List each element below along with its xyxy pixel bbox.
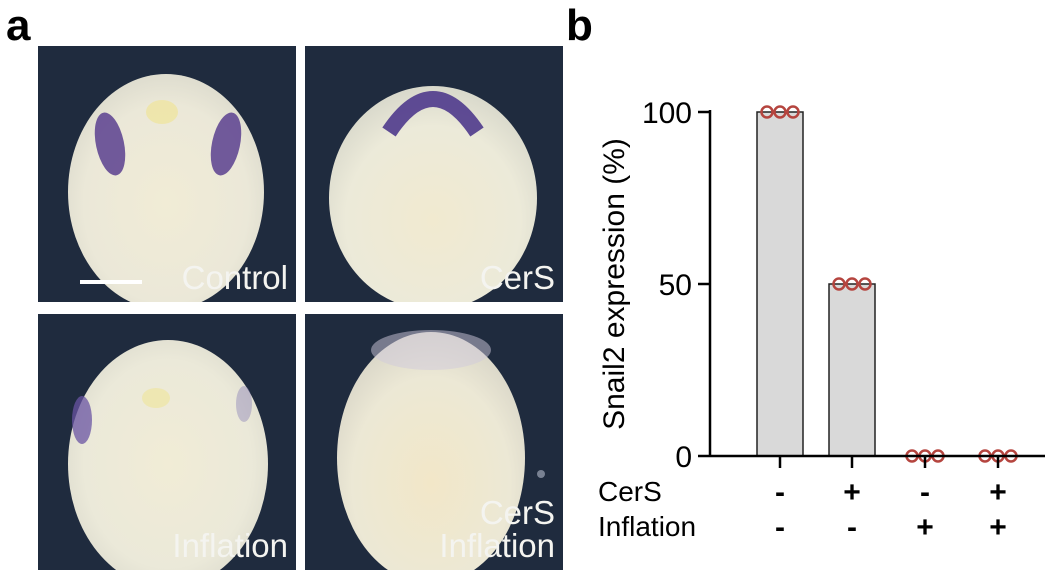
condition-sign: - <box>920 476 930 509</box>
condition-sign: + <box>989 476 1007 509</box>
scale-bar <box>80 280 142 284</box>
y-tick-label: 50 <box>659 269 692 302</box>
y-tick-label: 0 <box>675 441 692 474</box>
condition-sign: + <box>916 511 934 544</box>
embryo-image <box>68 74 264 302</box>
embryo-photo-cers: CerS <box>305 46 563 302</box>
panel-letter-b: b <box>566 1 593 50</box>
embryo-image <box>68 340 268 570</box>
embryo-image <box>329 86 537 302</box>
bar-chart: 0 50 100 Snail2 expression (%) <box>598 97 1045 474</box>
embryo-photo-inflation: Inflation <box>38 314 296 570</box>
data-point <box>760 105 774 119</box>
data-point <box>858 277 872 291</box>
panel-letter-a: a <box>6 1 31 50</box>
y-tick-label: 100 <box>642 97 692 130</box>
photo-label-line: Inflation <box>172 527 288 564</box>
condition-sign: + <box>989 511 1007 544</box>
condition-sign: - <box>847 511 857 544</box>
data-point <box>773 105 787 119</box>
photo-label-line: CerS <box>479 259 555 296</box>
condition-sign: - <box>775 511 785 544</box>
condition-sign: - <box>775 476 785 509</box>
photo-label-line: Control <box>181 259 288 296</box>
photo-label: Control <box>182 261 288 294</box>
photo-label: CerS Inflation <box>439 496 555 562</box>
photo-label-line: Inflation <box>439 527 555 564</box>
condition-row-label: CerS <box>598 476 662 507</box>
photo-label-line: CerS <box>479 494 555 531</box>
embryo-photo-control: Control <box>38 46 296 302</box>
data-point <box>786 105 800 119</box>
condition-row-label: Inflation <box>598 511 697 542</box>
data-point <box>845 277 859 291</box>
bar <box>756 111 804 457</box>
y-axis-label: Snail2 expression (%) <box>598 138 631 430</box>
data-point <box>832 277 846 291</box>
embryo-image <box>337 330 545 570</box>
bar <box>828 283 876 457</box>
condition-sign: + <box>843 476 861 509</box>
embryo-photo-cers-inflation: CerS Inflation <box>305 314 563 570</box>
photo-label: CerS <box>480 261 555 294</box>
photo-label: Inflation <box>172 529 288 562</box>
